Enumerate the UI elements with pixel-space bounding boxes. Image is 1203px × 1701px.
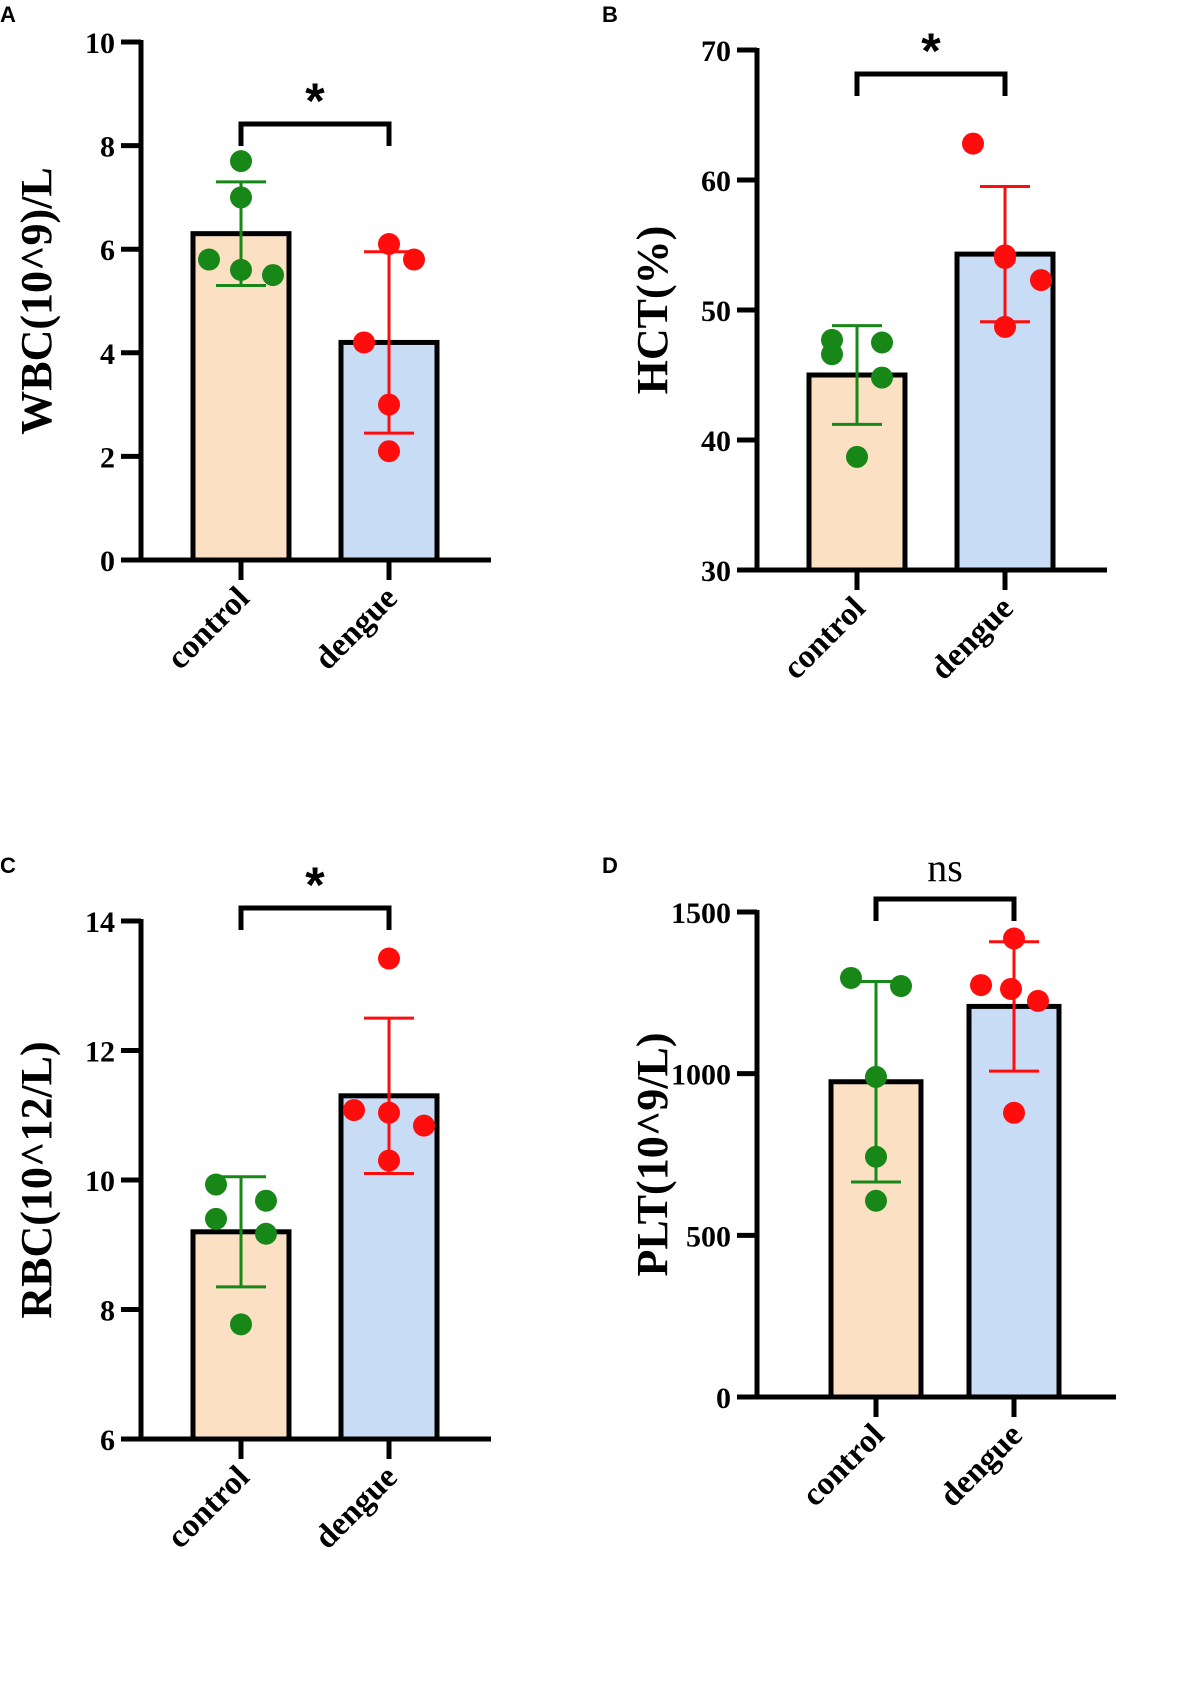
y-tick-label: 8 bbox=[100, 1295, 115, 1328]
data-point-dengue bbox=[353, 331, 375, 354]
y-tick-label: 50 bbox=[701, 295, 731, 328]
data-point-dengue bbox=[413, 1114, 435, 1137]
data-point-dengue bbox=[378, 440, 400, 463]
y-tick-label: 500 bbox=[686, 1220, 731, 1253]
data-point-dengue bbox=[378, 1149, 400, 1172]
panel-letter: B bbox=[602, 2, 618, 27]
data-point-dengue bbox=[994, 247, 1016, 269]
category-label-control: control bbox=[160, 1459, 256, 1555]
data-point-dengue bbox=[1027, 989, 1049, 1012]
data-point-dengue bbox=[1000, 977, 1022, 1000]
y-axis-title: RBC(10^12/L) bbox=[12, 1041, 61, 1318]
category-label-dengue: dengue bbox=[308, 580, 405, 677]
significance-label: * bbox=[305, 73, 325, 129]
y-tick-label: 1500 bbox=[671, 897, 731, 930]
data-point-control bbox=[205, 1173, 227, 1196]
data-point-dengue bbox=[378, 393, 400, 416]
panel-wbc: A 0 2 4 6 8 10 WBC(10^9)/L control dengue * bbox=[0, 0, 601, 850]
significance-label: ns bbox=[927, 845, 963, 890]
data-point-dengue bbox=[378, 947, 400, 970]
panel-rbc: C 6 8 10 12 14 RBC(10^12/L) control dengue * bbox=[0, 851, 601, 1701]
data-point-control bbox=[255, 1189, 277, 1212]
y-tick-label: 4 bbox=[100, 338, 115, 371]
significance-label: * bbox=[921, 23, 941, 79]
category-label-control: control bbox=[160, 580, 256, 676]
panel-letter: C bbox=[0, 853, 16, 878]
y-tick-label: 12 bbox=[85, 1036, 115, 1069]
data-point-control bbox=[840, 966, 862, 989]
rbc-chart: 6 8 10 12 14 RBC(10^12/L) control dengue * bbox=[12, 857, 491, 1556]
data-point-control bbox=[230, 150, 252, 173]
significance-bracket bbox=[238, 905, 392, 930]
data-point-control bbox=[871, 366, 893, 389]
y-tick-label: 1000 bbox=[671, 1059, 731, 1092]
category-label-control: control bbox=[795, 1417, 891, 1513]
y-tick-label: 8 bbox=[100, 131, 115, 164]
data-point-dengue bbox=[962, 132, 984, 155]
y-tick-label: 40 bbox=[701, 425, 731, 458]
wbc-chart: 0 2 4 6 8 10 WBC(10^9)/L control dengue * bbox=[12, 27, 491, 677]
data-point-control bbox=[865, 1065, 887, 1088]
significance-label: * bbox=[305, 857, 325, 913]
y-tick-label: 6 bbox=[100, 234, 115, 267]
hct-chart: 30 40 50 60 70 HCT(%) control dengue * bbox=[628, 23, 1107, 687]
y-axis-title: HCT(%) bbox=[628, 226, 677, 395]
y-tick-label: 30 bbox=[701, 555, 731, 588]
significance-bracket bbox=[238, 121, 392, 146]
data-point-control bbox=[871, 331, 893, 354]
panel-letter: A bbox=[0, 2, 16, 27]
y-axis-title: PLT(10^9/L) bbox=[628, 1033, 677, 1277]
data-point-dengue bbox=[378, 1101, 400, 1124]
panel-letter: D bbox=[602, 853, 618, 878]
data-point-control bbox=[230, 258, 252, 281]
data-point-control bbox=[255, 1222, 277, 1245]
y-axis-title: WBC(10^9)/L bbox=[12, 167, 61, 435]
plt-chart: 0 500 1000 1500 PLT(10^9/L) control dengue ns bbox=[628, 845, 1116, 1514]
significance-bracket bbox=[854, 71, 1008, 96]
y-tick-label: 10 bbox=[85, 27, 115, 60]
data-point-control bbox=[865, 1189, 887, 1212]
data-point-control bbox=[198, 248, 220, 271]
y-tick-label: 0 bbox=[100, 545, 115, 578]
significance-bracket bbox=[873, 896, 1017, 921]
data-point-dengue bbox=[994, 315, 1016, 338]
data-point-control bbox=[230, 186, 252, 209]
y-tick-label: 0 bbox=[716, 1382, 731, 1415]
data-point-control bbox=[890, 975, 912, 998]
data-point-dengue bbox=[343, 1099, 365, 1122]
data-point-dengue bbox=[378, 233, 400, 256]
category-label-control: control bbox=[776, 590, 872, 686]
category-label-dengue: dengue bbox=[924, 590, 1021, 687]
data-point-control bbox=[846, 445, 868, 468]
y-tick-label: 10 bbox=[85, 1165, 115, 1198]
data-point-control bbox=[205, 1207, 227, 1230]
data-point-control bbox=[262, 264, 284, 287]
data-point-control bbox=[821, 343, 843, 366]
y-tick-label: 6 bbox=[100, 1424, 115, 1457]
panel-hct: B 30 40 50 60 70 HCT(%) control dengue * bbox=[602, 0, 1203, 850]
y-tick-label: 2 bbox=[100, 441, 115, 474]
panel-plt: D 0 500 1000 1500 PLT(10^9/L) control dengue ns bbox=[602, 845, 1203, 1701]
data-point-control bbox=[230, 1313, 252, 1336]
data-point-dengue bbox=[1003, 1101, 1025, 1124]
category-label-dengue: dengue bbox=[933, 1417, 1030, 1514]
y-tick-label: 70 bbox=[701, 35, 731, 68]
data-point-dengue bbox=[403, 248, 425, 271]
category-label-dengue: dengue bbox=[308, 1459, 405, 1556]
data-point-control bbox=[865, 1145, 887, 1168]
y-tick-label: 14 bbox=[85, 906, 115, 939]
data-point-dengue bbox=[1030, 269, 1052, 292]
y-tick-label: 60 bbox=[701, 165, 731, 198]
data-point-dengue bbox=[970, 974, 992, 997]
data-point-dengue bbox=[1003, 927, 1025, 950]
